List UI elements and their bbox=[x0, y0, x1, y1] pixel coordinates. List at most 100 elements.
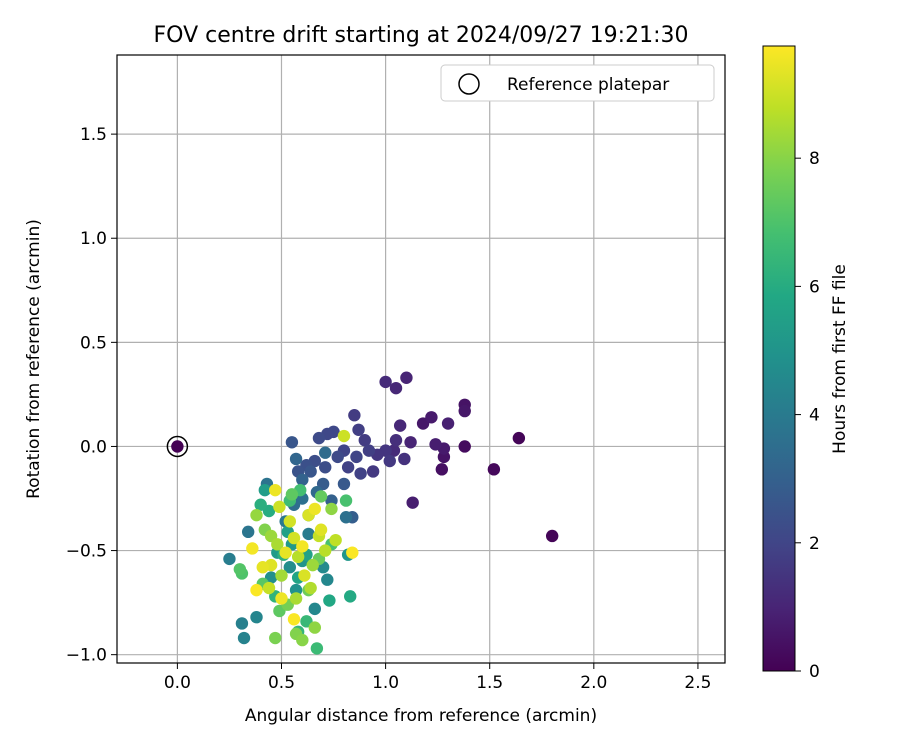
data-point bbox=[283, 515, 297, 528]
chart-title: FOV centre drift starting at 2024/09/27 … bbox=[154, 23, 689, 48]
data-point bbox=[346, 546, 359, 559]
data-point bbox=[262, 581, 276, 595]
gridlines bbox=[117, 55, 725, 663]
data-point bbox=[350, 450, 363, 464]
data-point bbox=[250, 508, 263, 522]
x-tick-label: 1.0 bbox=[372, 673, 399, 693]
scatter-points bbox=[223, 371, 559, 655]
data-point bbox=[458, 404, 471, 418]
data-point bbox=[429, 438, 442, 451]
y-tick-label: −0.5 bbox=[66, 542, 107, 562]
colorbar-ticks: 0 2 4 6 8 bbox=[795, 149, 820, 682]
data-point bbox=[331, 450, 344, 464]
data-point bbox=[512, 431, 526, 445]
data-point bbox=[256, 561, 269, 574]
data-point bbox=[406, 496, 419, 509]
data-point bbox=[296, 473, 309, 486]
data-point bbox=[296, 540, 309, 553]
data-point bbox=[285, 488, 299, 501]
data-point bbox=[302, 527, 315, 541]
data-point bbox=[339, 511, 353, 524]
data-point bbox=[319, 446, 332, 459]
colorbar-tick-label: 4 bbox=[809, 406, 820, 426]
data-point bbox=[237, 631, 251, 645]
y-axis-ticks: −1.0 −0.5 0.0 0.5 1.0 1.5 bbox=[66, 125, 117, 666]
data-point bbox=[279, 546, 292, 559]
data-point bbox=[487, 463, 501, 476]
colorbar-tick-label: 8 bbox=[809, 149, 820, 169]
reference-point bbox=[171, 440, 184, 453]
data-point bbox=[383, 454, 396, 468]
colorbar-tick-label: 0 bbox=[809, 662, 820, 682]
data-point bbox=[275, 569, 288, 582]
data-point bbox=[389, 381, 403, 395]
x-tick-label: 0.0 bbox=[164, 673, 191, 693]
data-point bbox=[269, 631, 282, 645]
y-tick-label: 1.5 bbox=[80, 125, 107, 145]
data-point bbox=[254, 498, 267, 511]
data-point bbox=[235, 617, 249, 630]
data-point bbox=[339, 494, 353, 507]
x-axis-ticks: 0.0 0.5 1.0 1.5 2.0 2.5 bbox=[164, 663, 711, 693]
data-point bbox=[233, 563, 247, 576]
reference-ring bbox=[166, 435, 189, 458]
y-tick-label: −1.0 bbox=[66, 646, 107, 666]
data-point bbox=[291, 550, 305, 564]
reference-marker-group bbox=[166, 435, 189, 458]
data-point bbox=[348, 409, 361, 422]
data-point bbox=[310, 642, 324, 655]
data-point bbox=[308, 602, 322, 616]
data-point bbox=[325, 502, 338, 516]
data-point bbox=[545, 529, 559, 543]
data-point bbox=[250, 610, 263, 624]
data-point bbox=[379, 375, 392, 389]
data-point bbox=[425, 411, 438, 424]
data-point bbox=[321, 573, 334, 586]
y-tick-label: 0.0 bbox=[80, 437, 107, 457]
data-point bbox=[306, 558, 319, 572]
data-point bbox=[366, 465, 380, 478]
data-point bbox=[269, 483, 282, 497]
data-point bbox=[441, 417, 455, 430]
data-point bbox=[314, 490, 328, 503]
data-point bbox=[275, 592, 288, 605]
x-tick-label: 0.5 bbox=[268, 673, 295, 693]
data-point bbox=[344, 590, 357, 603]
data-point bbox=[283, 561, 297, 574]
data-point bbox=[362, 444, 376, 457]
y-axis-label: Rotation from reference (arcmin) bbox=[24, 219, 44, 499]
data-point bbox=[296, 633, 309, 647]
data-point bbox=[273, 500, 286, 514]
colorbar-label: Hours from first FF file bbox=[830, 264, 850, 454]
y-tick-label: 0.5 bbox=[80, 333, 107, 353]
data-point bbox=[337, 477, 351, 491]
x-tick-label: 1.5 bbox=[476, 673, 503, 693]
data-point bbox=[304, 465, 317, 478]
data-point bbox=[354, 467, 367, 480]
data-point bbox=[289, 452, 303, 466]
data-point bbox=[250, 583, 263, 597]
data-point bbox=[258, 483, 272, 497]
data-point bbox=[246, 542, 259, 555]
data-point bbox=[352, 423, 365, 436]
data-point bbox=[389, 434, 403, 447]
x-axis-label: Angular distance from reference (arcmin) bbox=[245, 706, 597, 726]
data-point bbox=[314, 523, 328, 536]
colorbar-gradient bbox=[762, 45, 796, 672]
data-point bbox=[329, 533, 342, 547]
plot-frame bbox=[116, 54, 726, 664]
data-point bbox=[308, 621, 322, 634]
x-tick-label: 2.0 bbox=[580, 673, 607, 693]
data-point bbox=[312, 431, 326, 445]
data-point bbox=[223, 552, 236, 566]
data-point bbox=[287, 531, 301, 545]
data-point bbox=[271, 538, 284, 551]
data-point bbox=[358, 434, 371, 447]
data-point bbox=[319, 461, 332, 474]
legend-reference-marker-icon bbox=[458, 73, 480, 95]
data-point bbox=[308, 502, 322, 516]
data-point bbox=[287, 613, 301, 626]
data-point bbox=[241, 525, 255, 539]
legend: Reference platepar bbox=[440, 64, 715, 102]
colorbar: 0 2 4 6 8 Hours from first FF file bbox=[762, 45, 850, 682]
